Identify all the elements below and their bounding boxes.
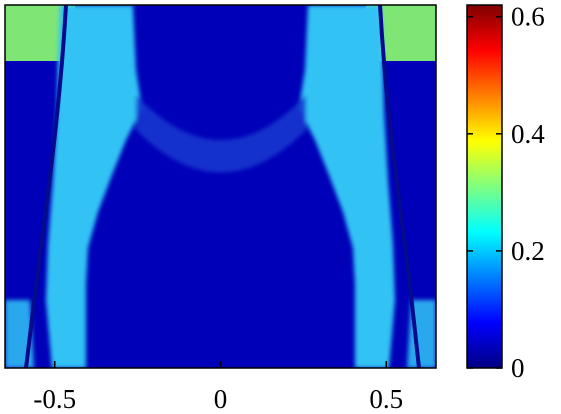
colorbar-tick-label: 0.4 [511, 119, 545, 149]
right-side-band [299, 5, 395, 368]
x-axis: -0.5 0 0.5 [33, 361, 403, 414]
central-dome [136, 95, 306, 173]
left-boundary-curve [24, 5, 68, 368]
colorbar-gradient [467, 5, 502, 368]
heatmap-plot-area [5, 5, 436, 368]
colorbar: 0 0.2 0.4 0.6 [466, 2, 545, 383]
x-tick-label: 0 [214, 384, 228, 414]
colorbar-ticks: 0 0.2 0.4 0.6 [467, 2, 545, 383]
colorbar-tick-label: 0.2 [511, 236, 545, 266]
colorbar-tick-label: 0.6 [511, 2, 545, 32]
colorbar-tick-label: 0 [511, 353, 525, 383]
right-boundary-curve [378, 5, 421, 368]
left-side-band [46, 5, 142, 368]
x-tick-label: -0.5 [33, 384, 76, 414]
x-tick-label: 0.5 [369, 384, 403, 414]
colorbar-frame [466, 4, 503, 369]
